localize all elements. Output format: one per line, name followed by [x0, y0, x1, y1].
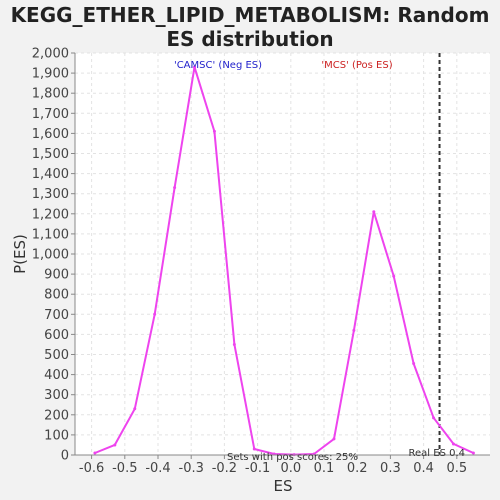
- x-tick-label: 0.1: [314, 461, 335, 476]
- y-tick-label: 600: [44, 328, 69, 343]
- annotation-neg-es: 'CAMSC' (Neg ES): [174, 60, 262, 71]
- x-tick-label: -0.6: [79, 461, 104, 476]
- x-tick-label: 0.5: [446, 461, 467, 476]
- y-tick-label: 2,000: [32, 47, 69, 62]
- data-point: [153, 312, 157, 316]
- y-tick-label: 500: [44, 348, 69, 363]
- chart-title: KEGG_ETHER_LIPID_METABOLISM: Random ES d…: [0, 0, 500, 51]
- y-tick-label: 1,500: [32, 147, 69, 162]
- y-tick-label: 1,700: [32, 107, 69, 122]
- data-point: [471, 451, 475, 455]
- x-tick-label: -0.5: [112, 461, 137, 476]
- data-point: [113, 443, 117, 447]
- data-point: [412, 362, 416, 366]
- x-tick-label: -0.2: [212, 461, 237, 476]
- chart-title-line-2: ES distribution: [166, 27, 334, 51]
- y-tick-label: 1,300: [32, 187, 69, 202]
- y-tick-label: 1,800: [32, 87, 69, 102]
- annotation-pos-es: 'MCS' (Pos ES): [321, 60, 392, 71]
- y-tick-label: 1,100: [32, 227, 69, 242]
- x-tick-label: -0.1: [245, 461, 270, 476]
- data-point: [193, 65, 197, 69]
- series-line: [94, 66, 474, 456]
- data-point: [332, 437, 336, 441]
- y-tick-label: 200: [44, 408, 69, 423]
- data-point: [392, 274, 396, 278]
- chart-title-line-1: KEGG_ETHER_LIPID_METABOLISM: Random: [10, 3, 490, 27]
- x-tick-label: 0.2: [347, 461, 368, 476]
- real-es-label: Real ES 0.4: [409, 448, 465, 459]
- x-tick-label: 0.0: [280, 461, 301, 476]
- data-point: [352, 328, 356, 332]
- y-tick-label: 700: [44, 308, 69, 323]
- x-tick-label: 0.3: [380, 461, 401, 476]
- y-tick-label: 1,000: [32, 248, 69, 263]
- y-tick-label: 1,600: [32, 127, 69, 142]
- data-point: [173, 186, 177, 190]
- axes: 0 100 200 300 400 500 600 700 800 900 1,000 1,100 1,…: [32, 47, 490, 476]
- y-tick-label: 300: [44, 388, 69, 403]
- y-tick-label: 0: [61, 449, 69, 464]
- y-tick-label: 400: [44, 368, 69, 383]
- data-point: [93, 451, 97, 455]
- y-tick-label: 900: [44, 268, 69, 283]
- data-point: [232, 342, 236, 346]
- labels: 'CAMSC' (Neg ES) 'MCS' (Pos ES) Sets wit…: [11, 60, 465, 495]
- data-point: [252, 447, 256, 451]
- data-point: [212, 129, 216, 133]
- x-tick-label: 0.4: [413, 461, 434, 476]
- y-axis-label: P(ES): [11, 234, 29, 274]
- data-point: [432, 416, 436, 420]
- y-tick-label: 1,400: [32, 167, 69, 182]
- y-tick-label: 1,200: [32, 207, 69, 222]
- data-point: [451, 442, 455, 446]
- grid: [75, 52, 490, 456]
- annotation-pos-scores: Sets with pos scores: 25%: [227, 452, 358, 463]
- y-tick-label: 1,900: [32, 67, 69, 82]
- y-tick-label: 800: [44, 288, 69, 303]
- x-tick-label: -0.3: [179, 461, 204, 476]
- data-point: [372, 210, 376, 214]
- x-axis-label: ES: [274, 477, 293, 495]
- x-tick-label: -0.4: [145, 461, 170, 476]
- y-tick-label: 100: [44, 428, 69, 443]
- plot-area: [75, 53, 490, 455]
- data-point: [133, 407, 137, 411]
